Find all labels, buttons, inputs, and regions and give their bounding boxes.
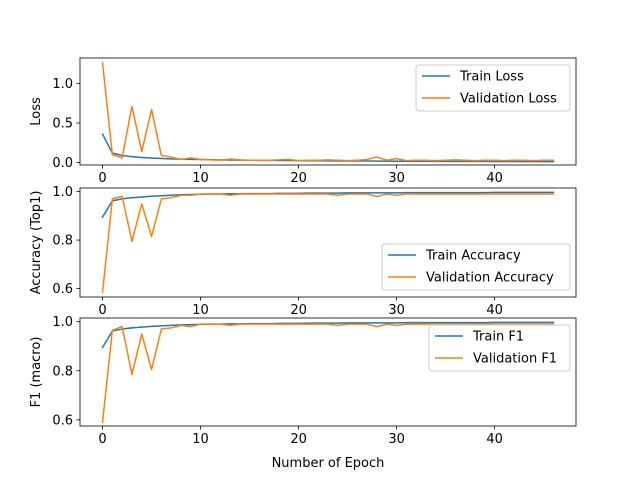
y-tick-label: 0.6 bbox=[52, 413, 73, 428]
legend-label: Train Loss bbox=[459, 70, 524, 85]
legend-box bbox=[428, 324, 571, 372]
y-axis-label: F1 (macro) bbox=[29, 337, 44, 408]
x-tick-label: 20 bbox=[290, 171, 307, 186]
x-tick-label: 0 bbox=[98, 171, 106, 186]
y-tick-label: 0.8 bbox=[52, 364, 73, 379]
subplot-3: 0 10 20 30 40 0.6 0.8 1.0 F1 (macro) Number of Ep… bbox=[29, 315, 577, 471]
series-line-train bbox=[101, 321, 555, 349]
x-tick-label: 30 bbox=[388, 432, 405, 447]
y-tick-label: 1.0 bbox=[52, 77, 73, 92]
y-tick-label: 0.6 bbox=[52, 282, 73, 297]
x-axis-label: Number of Epoch bbox=[272, 456, 385, 471]
legend-label: Train F1 bbox=[472, 330, 524, 345]
series-line-validation bbox=[101, 323, 555, 424]
y-tick-label: 0.0 bbox=[52, 156, 73, 171]
x-tick-label: 0 bbox=[98, 303, 106, 318]
x-tick-label: 10 bbox=[192, 303, 209, 318]
legend-box bbox=[381, 243, 571, 291]
legend: Train Accuracy Validation Accuracy bbox=[381, 243, 571, 291]
subplot-1: 0 10 20 30 40 0.0 0.5 1.0 Loss Train Loss Validati… bbox=[29, 57, 577, 186]
legend: Train F1 Validation F1 bbox=[428, 324, 571, 372]
series-line-validation bbox=[101, 193, 555, 293]
legend-box bbox=[415, 64, 571, 112]
y-tick-label: 1.0 bbox=[52, 315, 73, 330]
x-tick-label: 30 bbox=[388, 171, 405, 186]
x-tick-label: 10 bbox=[192, 171, 209, 186]
x-tick-label: 20 bbox=[290, 303, 307, 318]
x-tick-label: 30 bbox=[388, 303, 405, 318]
x-tick-label: 0 bbox=[98, 432, 106, 447]
subplot-2: 0 10 20 30 40 0.6 0.8 1.0 Accuracy (Top1) Train A… bbox=[29, 185, 577, 318]
y-tick-label: 1.0 bbox=[52, 185, 73, 200]
series-line-validation bbox=[101, 61, 555, 162]
axes-frame bbox=[79, 317, 577, 427]
legend: Train Loss Validation Loss bbox=[415, 64, 571, 112]
x-tick-label: 10 bbox=[192, 432, 209, 447]
x-tick-label: 40 bbox=[486, 303, 503, 318]
axes-frame bbox=[79, 57, 577, 166]
y-tick-label: 0.5 bbox=[52, 116, 73, 131]
legend-label: Validation Loss bbox=[460, 92, 557, 107]
legend-label: Train Accuracy bbox=[425, 249, 521, 264]
legend-label: Validation F1 bbox=[473, 352, 557, 367]
x-tick-label: 20 bbox=[290, 432, 307, 447]
x-tick-label: 40 bbox=[486, 171, 503, 186]
y-tick-label: 0.8 bbox=[52, 234, 73, 249]
legend-label: Validation Accuracy bbox=[426, 271, 554, 286]
y-axis-label: Loss bbox=[29, 97, 44, 126]
axes-frame bbox=[79, 187, 577, 298]
x-tick-label: 40 bbox=[486, 432, 503, 447]
series-line-train bbox=[101, 191, 555, 219]
y-axis-label: Accuracy (Top1) bbox=[29, 191, 44, 295]
